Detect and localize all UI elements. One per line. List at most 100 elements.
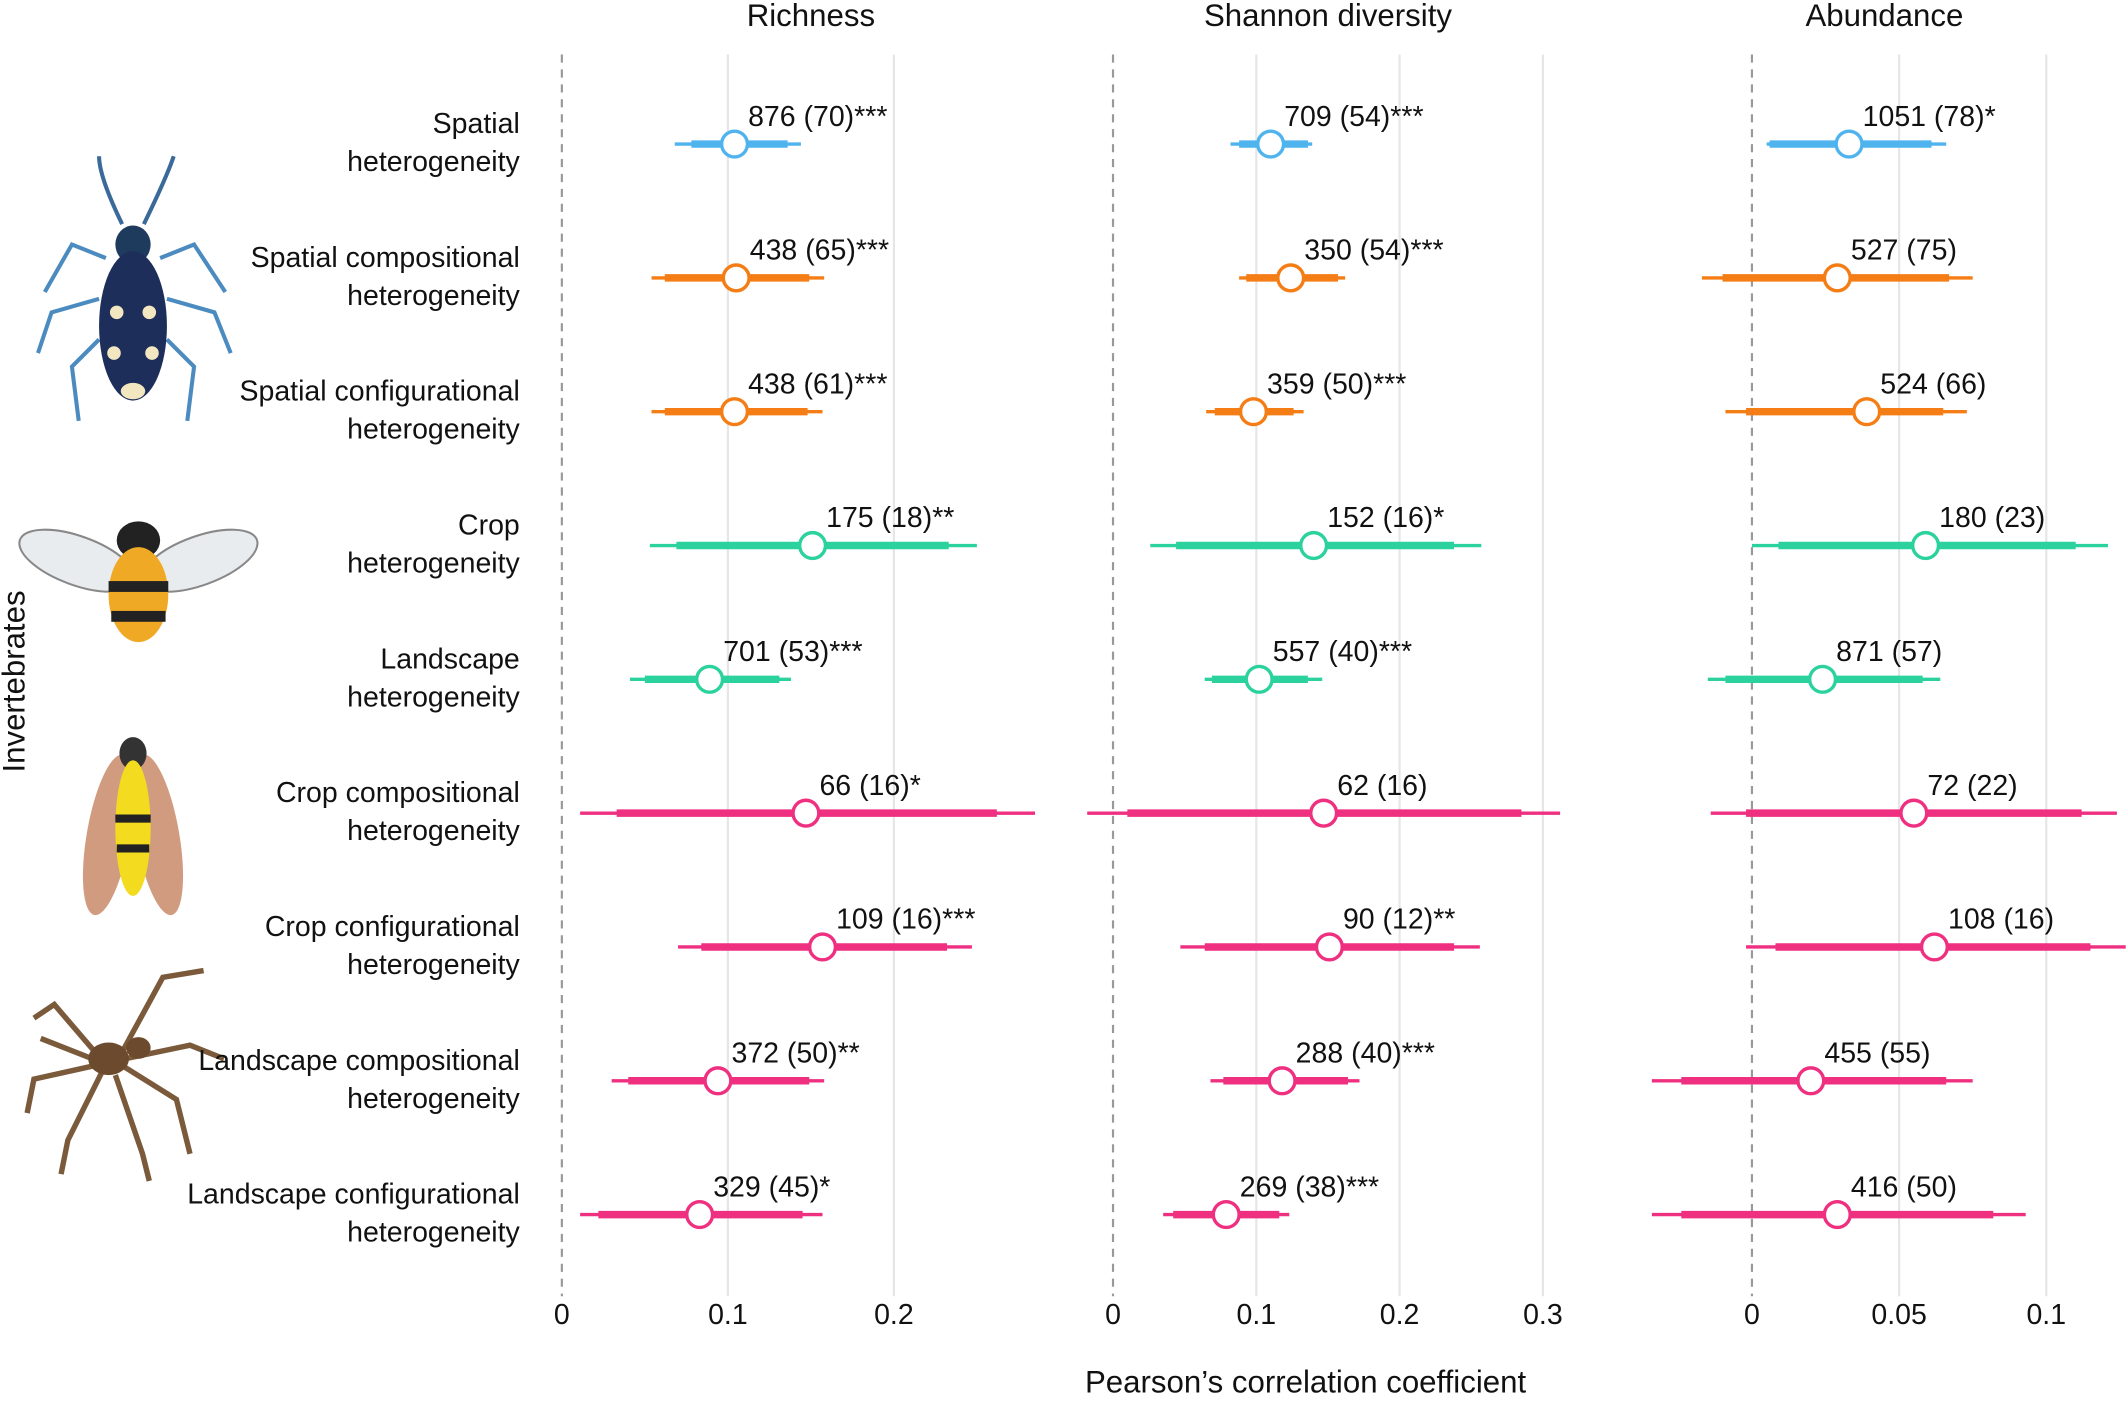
- x-axis-label: Pearson’s correlation coefficient: [1085, 1365, 1526, 1400]
- point-estimate: [1807, 664, 1838, 694]
- value-label: 62 (16): [1337, 770, 1427, 802]
- point-estimate: [721, 263, 751, 293]
- row-label-line: Landscape compositional: [198, 1044, 519, 1076]
- value-label: 152 (16)*: [1327, 502, 1444, 534]
- row-label-line: Crop compositional: [276, 777, 520, 809]
- value-label: 350 (54)***: [1304, 235, 1443, 267]
- x-tick-label: 0.3: [1523, 1299, 1563, 1331]
- row-label-line: heterogeneity: [347, 1216, 520, 1248]
- row-label-line: Crop configurational: [265, 910, 520, 942]
- point-estimate: [1834, 129, 1864, 159]
- panel-title: Abundance: [1805, 0, 1963, 33]
- x-tick-label: 0.05: [1871, 1299, 1926, 1331]
- point-estimate: [1911, 530, 1941, 561]
- value-label: 72 (22): [1927, 770, 2017, 802]
- row-label-line: Spatial: [433, 108, 520, 140]
- value-label: 416 (50): [1851, 1171, 1957, 1203]
- value-label: 876 (70)***: [748, 101, 887, 133]
- point-estimate: [1267, 1066, 1297, 1096]
- x-tick-label: 0: [554, 1299, 570, 1331]
- value-label: 288 (40)***: [1296, 1038, 1435, 1070]
- row-label: Landscape compositional heterogeneity: [198, 1044, 520, 1114]
- y-axis-label: Invertebrates: [0, 590, 32, 772]
- x-tick-label: 0.2: [874, 1299, 914, 1331]
- value-label: 359 (50)***: [1267, 368, 1406, 400]
- value-label: 175 (18)**: [826, 502, 954, 534]
- value-label: 180 (23): [1939, 502, 2045, 534]
- value-label: 701 (53)***: [723, 636, 862, 668]
- x-tick-label: 0: [1744, 1299, 1760, 1331]
- row-label: Spatial heterogeneity: [347, 108, 520, 178]
- point-estimate: [791, 798, 821, 828]
- point-estimate: [1822, 263, 1852, 293]
- point-estimate: [695, 664, 725, 694]
- value-label: 455 (55): [1824, 1038, 1930, 1070]
- value-label: 709 (54)***: [1284, 101, 1423, 133]
- row-label-line: heterogeneity: [347, 1082, 520, 1114]
- x-tick-label: 0.1: [708, 1299, 748, 1331]
- value-label: 438 (61)***: [748, 368, 887, 400]
- row-label-line: Landscape configurational: [187, 1178, 520, 1210]
- row-label-line: Crop: [458, 509, 520, 541]
- x-tick-label: 0.2: [1380, 1299, 1420, 1331]
- value-label: 438 (65)***: [750, 235, 889, 267]
- value-label: 66 (16)*: [819, 770, 920, 802]
- row-label: Crop configurational heterogeneity: [265, 910, 521, 980]
- value-label: 524 (66): [1880, 368, 1986, 400]
- panel-title: Richness: [747, 0, 875, 33]
- wasp-icon: [82, 737, 184, 916]
- row-label: Landscape configurational heterogeneity: [187, 1178, 520, 1248]
- row-label-line: heterogeneity: [347, 547, 520, 579]
- point-estimate: [703, 1066, 733, 1096]
- row-label: Crop compositional heterogeneity: [276, 777, 521, 847]
- row-label: Spatial configurational heterogeneity: [239, 375, 520, 445]
- row-label: Landscape heterogeneity: [347, 643, 520, 713]
- bee-icon: [18, 521, 259, 643]
- value-label: 109 (16)***: [836, 904, 975, 936]
- point-estimate: [1796, 1066, 1826, 1096]
- point-estimate: [685, 1199, 715, 1230]
- point-estimate: [807, 932, 838, 962]
- point-estimate: [1299, 530, 1329, 561]
- value-label: 329 (45)*: [713, 1171, 830, 1203]
- point-estimate: [1899, 798, 1929, 828]
- row-label-line: heterogeneity: [347, 681, 520, 713]
- point-estimate: [1309, 798, 1339, 828]
- panel-title: Shannon diversity: [1204, 0, 1452, 33]
- row-label-line: heterogeneity: [347, 279, 520, 311]
- point-estimate: [1852, 397, 1882, 427]
- value-label: 1051 (78)*: [1863, 101, 1996, 133]
- x-tick-label: 0.1: [1237, 1299, 1277, 1331]
- point-estimate: [1314, 932, 1344, 962]
- row-label-line: heterogeneity: [347, 146, 520, 178]
- value-label: 90 (12)**: [1343, 904, 1455, 936]
- point-estimate: [1276, 263, 1306, 293]
- point-estimate: [719, 129, 750, 159]
- point-estimate: [1211, 1199, 1241, 1230]
- point-estimate: [1244, 664, 1274, 694]
- point-estimate: [1256, 129, 1286, 159]
- value-label: 527 (75): [1851, 235, 1957, 267]
- spider-icon: [24, 967, 225, 1182]
- row-label: Crop heterogeneity: [347, 509, 520, 579]
- point-estimate: [1919, 932, 1950, 962]
- row-label-line: Spatial compositional: [251, 241, 520, 273]
- row-label-line: heterogeneity: [347, 815, 520, 847]
- row-label-line: heterogeneity: [347, 413, 520, 445]
- x-tick-label: 0.1: [2026, 1299, 2066, 1331]
- point-estimate: [797, 530, 828, 561]
- value-label: 871 (57): [1836, 636, 1942, 668]
- value-label: 557 (40)***: [1273, 636, 1412, 668]
- x-tick-label: 0: [1105, 1299, 1121, 1331]
- point-estimate: [719, 397, 750, 427]
- row-label-line: heterogeneity: [347, 948, 520, 980]
- value-label: 269 (38)***: [1240, 1171, 1379, 1203]
- beetle-icon: [36, 155, 233, 422]
- row-label: Spatial compositional heterogeneity: [251, 241, 521, 311]
- value-label: 108 (16): [1948, 904, 2054, 936]
- row-label-line: Spatial configurational: [239, 375, 519, 407]
- row-label-line: Landscape: [380, 643, 519, 675]
- point-estimate: [1238, 397, 1269, 427]
